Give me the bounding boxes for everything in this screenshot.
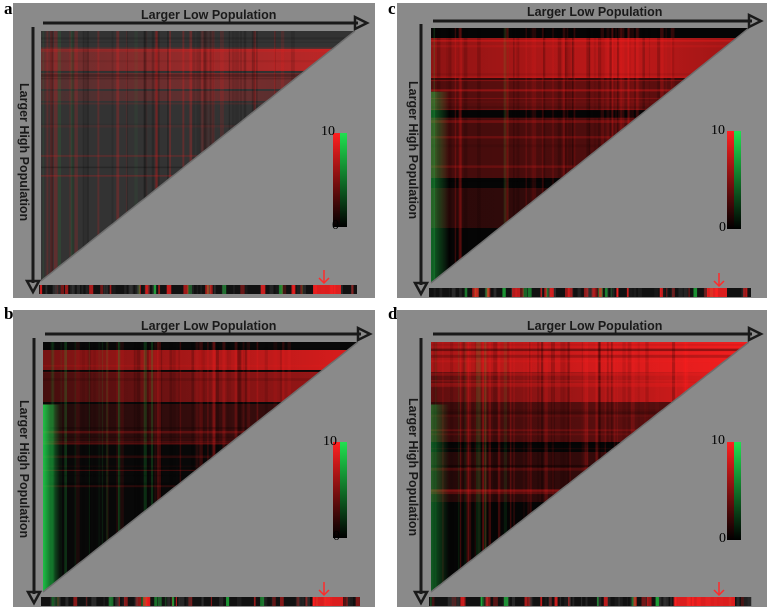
colorbar-max-label-d: 10 (711, 433, 725, 448)
x-axis-label-a: Larger Low Population (141, 8, 277, 22)
y-axis-label-b: Larger High Population (17, 400, 31, 539)
panel-label-c: c (388, 0, 396, 18)
colorbar-min-label-b: 0 (333, 529, 340, 544)
heatmap-graphic-d (412, 325, 764, 606)
y-axis-label-d: Larger High Population (406, 398, 420, 537)
x-axis-label-c: Larger Low Population (527, 5, 663, 19)
colorbar-max-label-a: 10 (321, 124, 335, 139)
colorbar-max-label-b: 10 (323, 434, 337, 449)
colorbar-max-label-c: 10 (711, 123, 725, 138)
panel-label-b: b (4, 304, 14, 323)
panel-label-d: d (388, 304, 398, 323)
heatmap-panel-d: Larger Low Population Larger High Popula… (397, 310, 767, 607)
panel-label-a: a (4, 0, 13, 18)
y-axis-label-c: Larger High Population (406, 81, 420, 220)
x-axis-label-b: Larger Low Population (141, 319, 277, 333)
heatmap-graphic-b (25, 325, 373, 606)
x-axis-label-d: Larger Low Population (527, 319, 663, 333)
heatmap-panel-b: Larger Low Population Larger High Popula… (13, 310, 375, 607)
heatmap-panel-c: Larger Low Population Larger High Popula… (397, 3, 767, 298)
heatmap-panel-a: Larger Low Population Larger High Popula… (13, 3, 375, 298)
colorbar-min-label-a: 0 (332, 218, 339, 233)
heatmap-graphic-c (412, 12, 764, 297)
colorbar-min-label-c: 0 (719, 220, 726, 235)
colorbar-min-label-d: 0 (719, 531, 726, 546)
y-axis-label-a: Larger High Population (17, 83, 31, 222)
heatmap-graphic-a (24, 14, 370, 295)
